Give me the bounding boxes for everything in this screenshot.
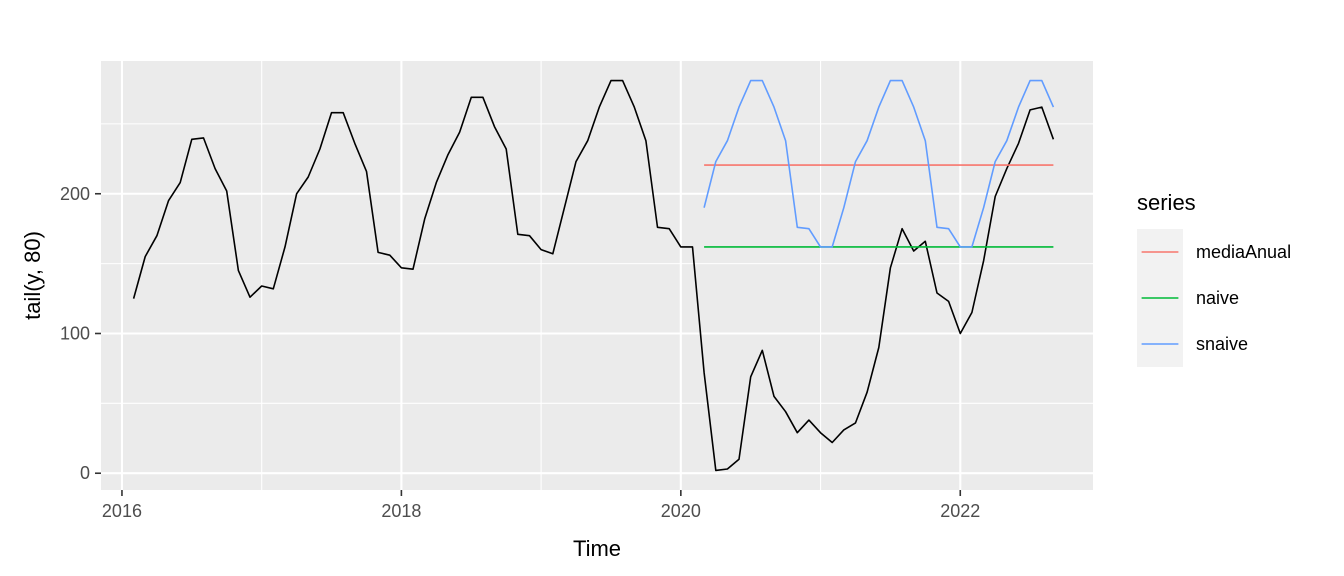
plot-panel	[101, 61, 1093, 490]
x-tick-label: 2018	[381, 501, 421, 521]
legend-entries: mediaAnual naive snaive	[1137, 229, 1291, 367]
x-tick-label: 2016	[102, 501, 142, 521]
y-axis: 0 100 200	[60, 184, 101, 483]
legend: series mediaAnual naive snaive	[1137, 190, 1291, 367]
y-tick-label: 200	[60, 184, 90, 204]
x-axis-title: Time	[573, 536, 621, 561]
y-axis-title: tail(y, 80)	[20, 231, 45, 320]
legend-label-naive: naive	[1196, 288, 1239, 308]
series-line-observed	[132, 79, 1055, 472]
legend-title: series	[1137, 190, 1196, 215]
series-lines	[132, 79, 1055, 472]
series-line-snaive	[703, 79, 1055, 248]
y-tick-label: 100	[60, 323, 90, 343]
x-tick-label: 2022	[940, 501, 980, 521]
x-axis: 2016 2018 2020 2022	[102, 490, 980, 521]
legend-label-mediaAnual: mediaAnual	[1196, 242, 1291, 262]
major-gridlines	[101, 61, 1093, 490]
y-tick-label: 0	[80, 463, 90, 483]
legend-label-snaive: snaive	[1196, 334, 1248, 354]
minor-gridlines	[101, 61, 1093, 490]
x-tick-label: 2020	[661, 501, 701, 521]
